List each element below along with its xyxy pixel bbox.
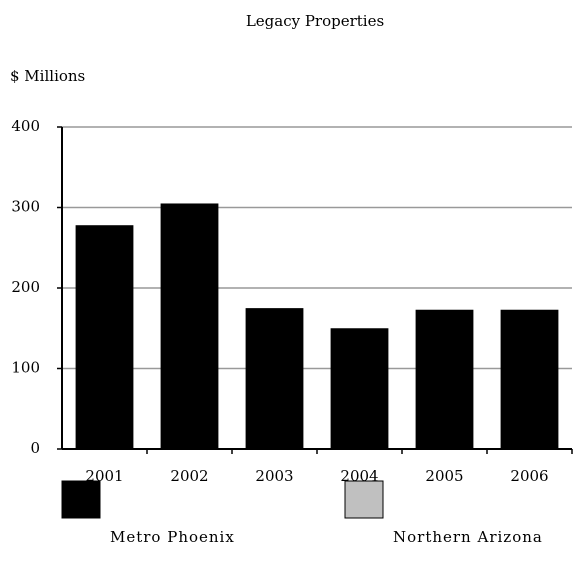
chart-title: Legacy Properties (246, 12, 384, 30)
y-tick-label: 300 (11, 198, 40, 216)
bar (415, 309, 474, 449)
bar (160, 203, 219, 449)
legend-label: Metro Phoenix (110, 528, 235, 546)
bar (245, 308, 304, 449)
x-tick-label: 2006 (510, 467, 548, 485)
bar (500, 309, 559, 449)
y-tick-label: 0 (30, 439, 40, 457)
bar (75, 225, 134, 449)
x-tick-label: 2005 (425, 467, 463, 485)
x-tick-label: 2003 (255, 467, 293, 485)
legend-swatch (61, 480, 101, 519)
legend-swatch (344, 480, 384, 519)
legend-label: Northern Arizona (393, 528, 543, 546)
y-tick-label: 400 (11, 117, 40, 135)
y-axis-label: $ Millions (10, 67, 85, 85)
y-tick-label: 200 (11, 278, 40, 296)
x-tick-label: 2002 (170, 467, 208, 485)
bar (330, 328, 389, 449)
y-tick-label: 100 (11, 359, 40, 377)
